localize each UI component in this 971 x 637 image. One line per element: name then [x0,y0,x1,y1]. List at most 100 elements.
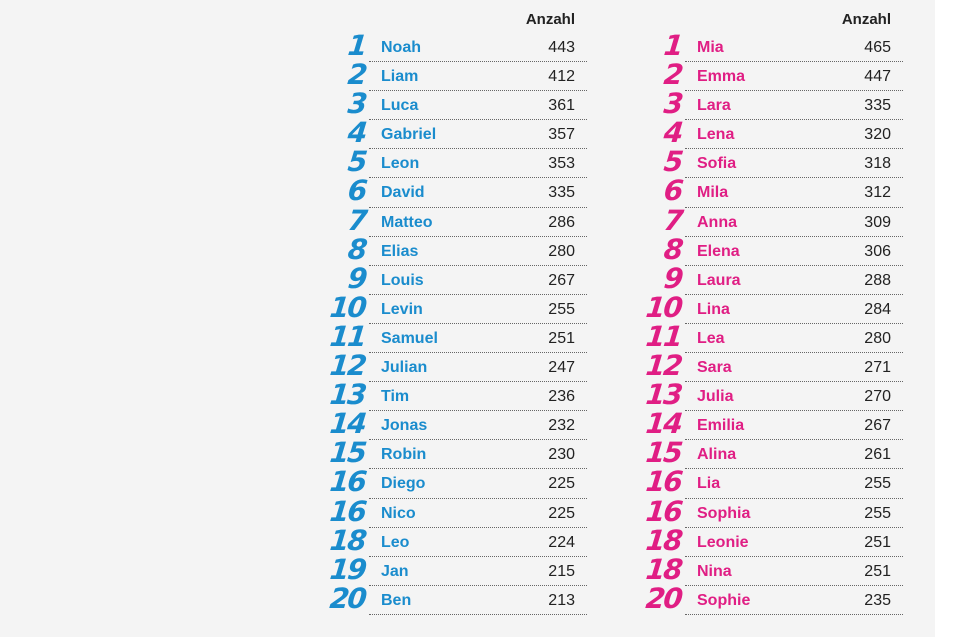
table-row: 9 Laura 288 [662,262,903,295]
first-name: Levin [381,300,423,318]
rank-number: 7 [345,203,367,237]
name-count: 288 [864,271,891,289]
table-row: 10 Levin 255 [328,291,587,325]
table-row: 12 Julian 247 [328,349,587,383]
table-row: 7 Anna 309 [662,204,903,237]
name-count: 286 [548,213,575,231]
rank-number: 9 [345,261,367,295]
name-count: 443 [548,39,575,56]
name-count: 255 [548,300,575,318]
table-row: 5 Leon 353 [346,145,587,179]
table-row: 1 Noah 443 [346,29,587,63]
rank-number: 16 [644,465,683,499]
rank-number: 20 [644,581,683,615]
first-name: Emma [697,68,746,86]
name-count: 235 [864,591,891,609]
first-name: Lena [697,126,735,144]
name-count: 251 [864,533,891,551]
name-count: 335 [548,184,575,202]
table-row: 8 Elias 280 [346,233,587,266]
table-row: 9 Louis 267 [346,262,587,295]
first-name: Diego [381,475,426,493]
first-name: Laura [697,271,741,289]
table-row: 6 David 335 [346,174,587,208]
table-row: 2 Liam 412 [346,58,587,92]
table-row: 13 Julia 270 [644,378,903,412]
first-name: Julian [381,359,428,377]
table-row: 7 Matteo 286 [346,204,587,237]
first-name: Elias [381,242,419,260]
first-name: Louis [381,271,424,289]
name-count: 225 [548,504,575,522]
table-row: 16 Sophia 255 [644,495,903,528]
name-count: 215 [548,562,575,580]
first-name: Nina [697,562,732,580]
name-count: 318 [864,155,891,173]
table-row: 4 Lena 320 [662,116,903,150]
table-row: 20 Ben 213 [328,582,587,615]
first-name: Tim [381,388,410,406]
first-name: Leon [381,155,420,173]
first-name: Sophia [697,504,751,522]
rank-number: 18 [644,552,683,586]
name-count: 280 [864,329,891,347]
first-name: Julia [697,388,734,406]
first-name: Liam [381,68,419,86]
boys-names-table: Anzahl 1 Noah 443 2 Liam 412 3 Luca 361 4 Gabriel 3… [328,0,587,615]
first-name: Lina [697,300,730,318]
first-name: Sara [697,359,732,377]
table-row: 20 Sophie 235 [644,582,903,615]
first-name: David [381,184,425,202]
first-name: Lara [697,97,731,115]
first-name: Mia [697,39,724,56]
rank-number: 6 [345,174,367,208]
girls-names-table: Anzahl 1 Mia 465 2 Emma 447 3 Lara 335 4 Lena 320 5 S… [644,0,903,615]
table-row: 18 Leo 224 [328,524,587,557]
name-count: 267 [548,271,575,289]
name-count: 361 [548,97,575,115]
name-count: 267 [864,417,891,435]
first-name: Luca [381,97,419,115]
table-row: 15 Robin 230 [328,436,587,470]
rank-number: 18 [328,523,367,557]
first-name: Leonie [697,533,749,551]
name-count: 357 [548,126,575,144]
table-row: 18 Nina 251 [644,553,903,586]
name-count: 251 [864,562,891,580]
first-name: Matteo [381,213,433,231]
first-name: Mila [697,184,729,202]
rank-number: 7 [661,203,683,237]
first-name: Ben [381,591,412,609]
table-row: 1 Mia 465 [662,29,903,63]
rank-number: 8 [661,232,683,266]
first-name: Sophie [697,591,751,609]
name-count: 312 [864,184,891,202]
rank-number: 9 [661,261,683,295]
table-row: 2 Emma 447 [662,58,903,92]
table-row: 19 Jan 215 [328,553,587,586]
rank-number: 20 [328,581,367,615]
name-count: 270 [864,388,891,406]
first-name: Lia [697,475,721,493]
girls-rows: 1 Mia 465 2 Emma 447 3 Lara 335 4 Lena 320 5 Sofia 318… [644,29,903,615]
table-row: 6 Mila 312 [662,174,903,208]
table-row: 10 Lina 284 [644,291,903,325]
table-row: 15 Alina 261 [644,436,903,470]
table-row: 11 Samuel 251 [328,320,587,354]
rank-number: 16 [328,494,367,528]
name-count: 232 [548,417,575,435]
table-row: 14 Emilia 267 [644,407,903,441]
first-name: Leo [381,533,410,551]
table-row: 12 Sara 271 [644,349,903,383]
name-count: 255 [864,504,891,522]
rank-number: 16 [644,494,683,528]
name-count: 320 [864,126,891,144]
boys-table-header: Anzahl [369,0,587,33]
name-count: 251 [548,329,575,347]
name-count: 309 [864,213,891,231]
table-row: 16 Nico 225 [328,495,587,528]
name-count: 213 [548,591,575,609]
table-row: 16 Lia 255 [644,465,903,499]
table-row: 11 Lea 280 [644,320,903,354]
name-count: 225 [548,475,575,493]
